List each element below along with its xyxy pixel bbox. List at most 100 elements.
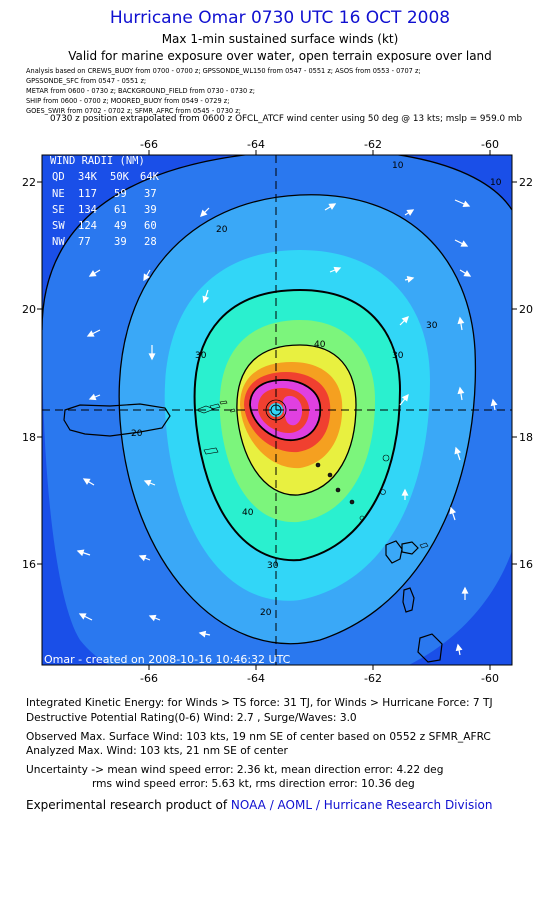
page-title: Hurricane Omar 0730 UTC 16 OCT 2008 <box>109 8 451 28</box>
contour-label: 40 <box>314 340 326 350</box>
radii-cell: SW <box>52 220 65 232</box>
analyzed-max-line: Analyzed Max. Wind: 103 kts, 21 nm SE of… <box>26 745 288 757</box>
dominica <box>402 587 415 613</box>
wind-arrow <box>457 316 465 331</box>
wind-arrow <box>455 643 463 656</box>
wind-arrow <box>404 209 415 216</box>
radii-cell: 134 <box>78 204 97 216</box>
martinique <box>417 633 443 663</box>
contour-label: 20 <box>131 429 143 439</box>
footer-prefix: Experimental research product of <box>26 798 231 812</box>
wind-arrow <box>324 203 337 211</box>
source-line: SHIP from 0600 - 0700 z; MOORED_BUOY fro… <box>26 97 230 105</box>
y-tick-label: 22 <box>22 176 36 189</box>
wind-contours <box>42 155 512 645</box>
radii-cell: 61 <box>114 204 127 216</box>
wind-arrow <box>200 207 210 217</box>
wind-arrow <box>76 549 91 557</box>
radii-header: QD <box>52 171 65 183</box>
y-tick-label: 18 <box>519 431 533 444</box>
wind-arrow <box>329 266 342 274</box>
wind-radii-table: WIND RADII (NM) QD 34K 50K 64K NE 117 59… <box>50 155 160 248</box>
wind-arrow <box>454 199 471 207</box>
contour-label: 20 <box>216 225 228 235</box>
contour-label-group: 10 10 20 30 30 30 40 40 30 20 20 <box>131 161 502 618</box>
wind-arrow <box>459 269 472 277</box>
radii-cell: 59 <box>114 188 127 200</box>
wind-arrow <box>78 613 93 621</box>
radii-header: 34K <box>78 171 98 183</box>
center-crosshair <box>42 155 512 665</box>
map-credit: Omar - created on 2008-10-16 10:46:32 UT… <box>44 653 291 666</box>
x-tick-label: -60 <box>481 138 499 151</box>
contour-label: 30 <box>392 351 404 361</box>
hrd-link[interactable]: NOAA / AOML / Hurricane Research Divisio… <box>230 798 493 812</box>
contour-label: 10 <box>490 178 502 188</box>
wind-arrow <box>143 479 156 487</box>
contour-label: 40 <box>242 508 254 518</box>
x-tick-label: -64 <box>247 138 265 151</box>
radii-cell: 39 <box>114 236 127 248</box>
wind-arrow <box>202 289 210 304</box>
source-line: GPSSONDE_SFC from 0547 - 0551 z; <box>26 77 147 85</box>
wind-arrow <box>457 386 465 401</box>
axis-ticks <box>37 150 517 670</box>
wind-arrow <box>461 586 469 600</box>
uncertainty-line: Uncertainty -> mean wind speed error: 2.… <box>26 764 444 776</box>
wind-arrow <box>88 393 101 401</box>
contour-label: 10 <box>392 161 404 171</box>
wind-arrow <box>138 554 151 562</box>
puerto-rico <box>63 403 171 437</box>
wind-arrow <box>86 329 101 337</box>
radii-cell: 60 <box>144 220 157 232</box>
anguilla <box>315 462 321 468</box>
wind-arrow <box>404 275 415 283</box>
radii-cell: 39 <box>144 204 157 216</box>
uncertainty-line: rms wind speed error: 5.63 kt, rms direc… <box>92 778 415 790</box>
source-line: Analysis based on CREWS_BUOY from 0700 -… <box>26 67 421 75</box>
x-tick-label: -62 <box>364 672 382 685</box>
wind-vectors <box>76 199 498 656</box>
x-tick-label: -62 <box>364 138 382 151</box>
wind-radii-title: WIND RADII (NM) <box>50 155 145 167</box>
y-tick-label: 16 <box>22 558 36 571</box>
ike-line: Integrated Kinetic Energy: for Winds > T… <box>26 697 493 709</box>
position-note: 0730 z position extrapolated from 0600 z… <box>50 114 523 124</box>
source-line: METAR from 0600 - 0730 z; BACKGROUND_FIE… <box>26 87 255 95</box>
radii-header: 64K <box>140 171 160 183</box>
radii-header: 50K <box>110 171 130 183</box>
st-croix <box>203 447 219 455</box>
wind-arrow <box>143 269 151 282</box>
wind-map: 10 10 20 30 30 30 40 40 30 20 20 WIND RA… <box>22 138 533 685</box>
x-tick-label: -64 <box>247 672 265 685</box>
x-tick-label: -66 <box>140 138 158 151</box>
wind-arrow <box>148 614 161 622</box>
wind-arrow <box>399 393 409 406</box>
wind-arrow <box>454 446 462 461</box>
y-tick-label: 20 <box>22 303 36 316</box>
y-tick-label: 18 <box>22 431 36 444</box>
guadeloupe <box>385 540 419 564</box>
radii-cell: 28 <box>144 236 157 248</box>
source-line: GOES_SWIR from 0702 - 0702 z; SFMR_AFRC … <box>26 107 241 115</box>
wind-arrow <box>490 398 498 411</box>
radii-cell: 49 <box>114 220 127 232</box>
radii-cell: 77 <box>78 236 91 248</box>
valid-note: Valid for marine exposure over water, op… <box>68 49 492 63</box>
wind-arrow <box>82 478 95 486</box>
radii-cell: 117 <box>78 188 97 200</box>
wind-band-100kt <box>283 395 303 426</box>
contour-label: 30 <box>267 561 279 571</box>
radii-cell: 37 <box>144 188 157 200</box>
wind-arrow <box>401 488 409 500</box>
map-frame <box>41 154 513 666</box>
wind-arrow <box>399 316 409 326</box>
observed-max-line: Observed Max. Surface Wind: 103 kts, 19 … <box>26 731 491 743</box>
radii-cell: SE <box>52 204 65 216</box>
wind-arrow <box>148 345 156 361</box>
wind-arrow <box>454 239 469 247</box>
contour-label: 30 <box>426 321 438 331</box>
x-tick-label: -60 <box>481 672 499 685</box>
virgin-islands <box>195 400 236 414</box>
radii-cell: NW <box>52 236 65 248</box>
